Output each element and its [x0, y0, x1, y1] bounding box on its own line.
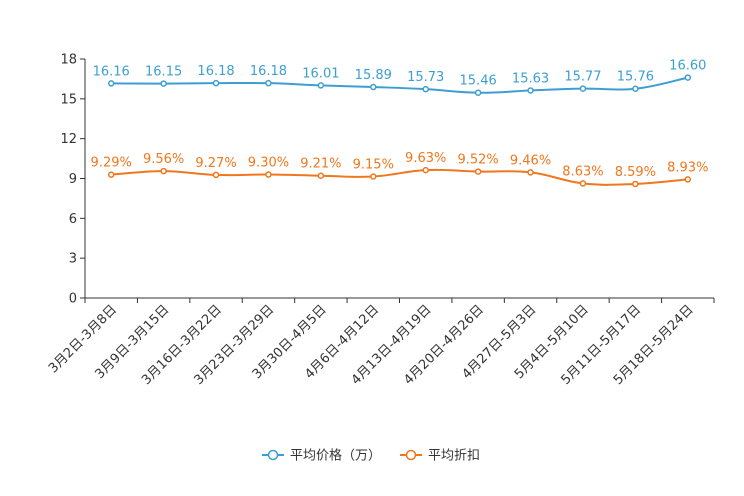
legend[interactable]: 平均价格（万） 平均折扣: [262, 448, 480, 464]
data-label: 15.73: [407, 70, 444, 85]
data-point[interactable]: [422, 166, 429, 174]
legend-label: 平均价格（万）: [290, 448, 381, 464]
series-line: [111, 76, 689, 94]
data-point[interactable]: [265, 79, 272, 87]
data-label: 9.56%: [143, 152, 184, 167]
data-point[interactable]: [212, 171, 220, 179]
data-point[interactable]: [160, 167, 167, 175]
data-label: 16.18: [250, 64, 287, 79]
data-label: 8.93%: [667, 160, 708, 175]
data-point[interactable]: [212, 79, 220, 87]
series-0: 16.16 16.15 16.18 16.18 16.01 15.89 15.73 15.46…: [93, 59, 706, 96]
legend-marker-icon: [405, 449, 417, 461]
data-label: 9.29%: [91, 156, 132, 171]
data-label: 15.89: [355, 68, 392, 83]
data-label: 9.63%: [405, 151, 446, 166]
y-tick-label: 15: [60, 92, 77, 107]
data-label: 15.46: [460, 74, 497, 89]
data-point[interactable]: [684, 74, 692, 81]
data-point[interactable]: [632, 85, 639, 92]
data-point[interactable]: [317, 172, 325, 179]
y-tick-label: 12: [60, 132, 77, 147]
y-tick-label: 18: [60, 53, 77, 68]
legend-label: 平均折扣: [428, 449, 480, 464]
axes: 03691215183月2日-3月8日3月9日-3月15日3月16日-3月22日…: [46, 53, 715, 388]
data-label: 9.27%: [195, 156, 236, 171]
data-point[interactable]: [317, 82, 325, 89]
data-point[interactable]: [265, 171, 272, 178]
legend-item-1[interactable]: 平均折扣: [400, 449, 480, 464]
series-1: 9.29% 9.56% 9.27% 9.30% 9.21% 9.15% 9.63% 9.52%…: [91, 151, 708, 188]
y-tick-label: 0: [69, 292, 77, 307]
y-tick-label: 3: [69, 252, 77, 267]
data-point[interactable]: [684, 176, 692, 183]
data-label: 8.59%: [615, 165, 656, 180]
data-label: 8.63%: [562, 164, 603, 179]
data-point[interactable]: [370, 83, 377, 91]
legend-marker-icon: [267, 449, 279, 461]
data-point[interactable]: [107, 171, 115, 178]
data-point[interactable]: [527, 169, 534, 176]
series-layer: 16.16 16.15 16.18 16.18 16.01 15.89 15.73 15.46…: [91, 59, 708, 188]
data-point[interactable]: [474, 168, 482, 175]
data-label: 15.76: [617, 70, 654, 85]
series-line: [111, 168, 688, 186]
data-label: 15.63: [512, 71, 549, 86]
data-label: 15.77: [564, 70, 601, 85]
legend-item-0[interactable]: 平均价格（万）: [262, 448, 381, 464]
data-label: 16.60: [669, 59, 706, 74]
data-label: 9.30%: [248, 156, 289, 171]
data-label: 9.15%: [353, 158, 394, 173]
y-tick-label: 6: [69, 212, 77, 227]
data-point[interactable]: [474, 89, 482, 96]
data-point[interactable]: [370, 173, 377, 180]
data-label: 9.46%: [510, 153, 551, 168]
data-point[interactable]: [107, 80, 115, 87]
data-label: 16.15: [145, 65, 182, 80]
data-label: 9.21%: [300, 157, 341, 172]
data-label: 16.01: [302, 66, 339, 81]
data-point[interactable]: [160, 80, 167, 87]
data-point[interactable]: [579, 85, 587, 92]
data-label: 9.52%: [457, 153, 498, 168]
data-point[interactable]: [632, 180, 639, 188]
y-tick-label: 9: [69, 172, 77, 187]
data-label: 16.18: [197, 64, 234, 79]
data-point[interactable]: [579, 180, 587, 187]
data-point[interactable]: [527, 87, 534, 94]
data-point[interactable]: [422, 85, 429, 93]
data-label: 16.16: [93, 64, 130, 79]
